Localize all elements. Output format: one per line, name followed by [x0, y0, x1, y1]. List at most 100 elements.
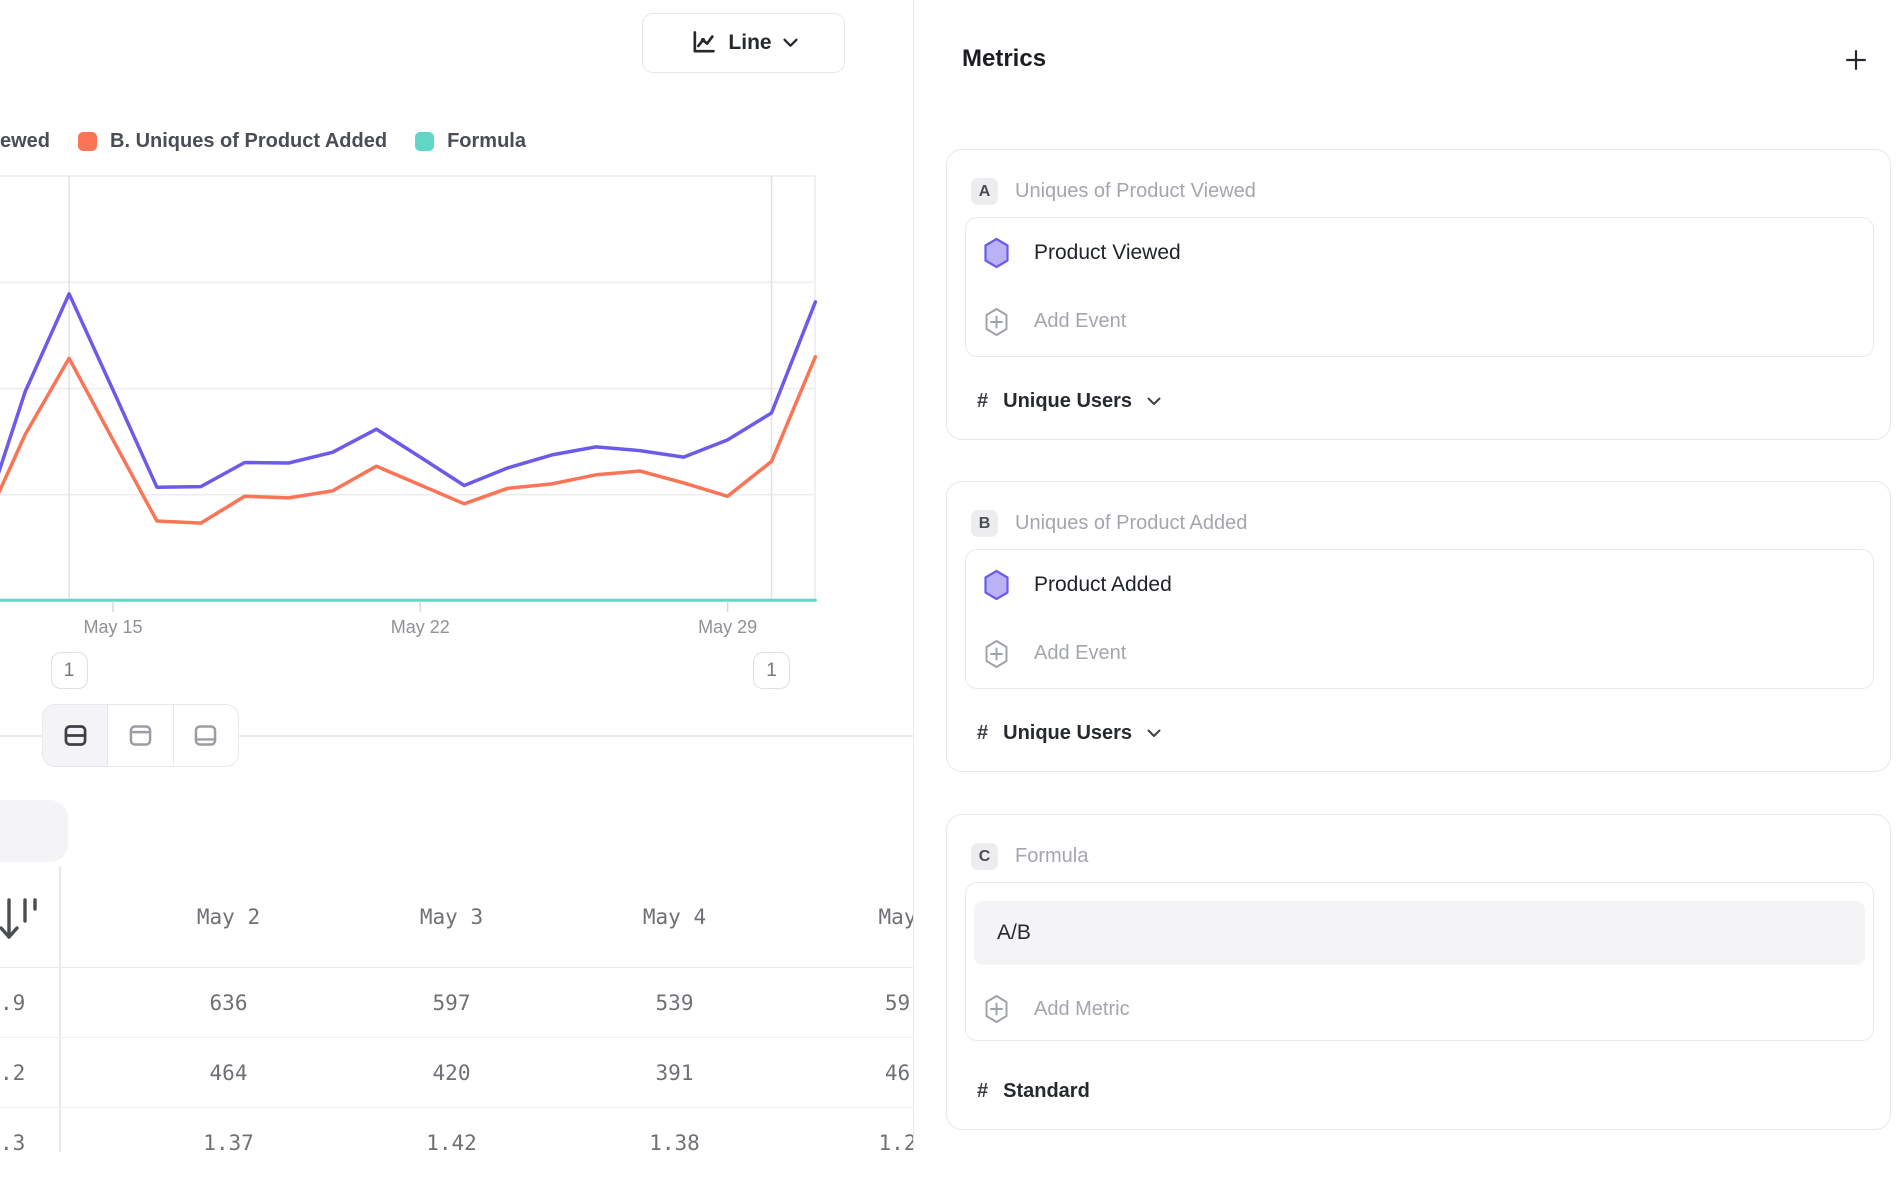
event-hexagon-icon	[984, 569, 1009, 600]
table-tab-pill[interactable]	[0, 800, 68, 862]
add-event-hexagon-plus-icon	[985, 639, 1008, 668]
event-row-product-added[interactable]: Product Added	[966, 550, 1873, 619]
table-column-header[interactable]: May	[878, 904, 917, 929]
formula-value: A/B	[997, 921, 1031, 944]
metric-title: Uniques of Product Viewed	[1015, 180, 1256, 202]
measure-dropdown[interactable]: # Unique Users	[977, 722, 1161, 745]
series-line-b[interactable]	[0, 354, 818, 532]
add-metric-hexagon-plus-icon	[985, 995, 1008, 1023]
table-cell: 539	[655, 990, 694, 1015]
metric-badge-c: C	[971, 843, 998, 870]
series-line-a[interactable]	[0, 292, 818, 526]
table-header-row: May 2 May 3 May 4 May	[0, 866, 916, 968]
measure-label: Standard	[1003, 1080, 1090, 1102]
metrics-panel-title: Metrics	[962, 45, 1047, 72]
event-list: Product Viewed Add Event	[965, 217, 1874, 357]
metric-badge-a: A	[971, 178, 998, 205]
event-hexagon-icon	[984, 237, 1009, 268]
table-cell: 597	[432, 990, 471, 1015]
legend-swatch-coral	[78, 131, 98, 151]
toggle-table-bottom-view[interactable]	[174, 705, 238, 766]
table-row[interactable]: .2 464 420 391 46	[0, 1038, 913, 1108]
hash-icon: #	[977, 1080, 989, 1102]
plus-icon	[1846, 50, 1866, 70]
table-row[interactable]: .3 1.37 1.42 1.38 1.2	[0, 1108, 916, 1178]
data-table: May 2 May 3 May 4 May .9 636 597 539 59 …	[0, 866, 916, 1155]
table-cell: 59	[884, 990, 911, 1015]
line-chart-icon	[693, 31, 716, 53]
hash-icon: #	[977, 390, 989, 412]
add-metric-plus-button[interactable]	[1840, 44, 1872, 76]
row-label-fragment: .2	[0, 1060, 26, 1085]
row-label-fragment: .9	[0, 990, 26, 1015]
view-layout-toggle	[42, 704, 239, 767]
hash-icon: #	[977, 722, 989, 744]
toggle-split-view[interactable]	[43, 705, 109, 766]
table-cell: 391	[655, 1060, 694, 1085]
metric-card-b: B Uniques of Product Added Product Added…	[946, 481, 1891, 772]
legend-label: ewed	[0, 129, 51, 152]
metric-card-c: C Formula A/B Add Metric # Standard	[946, 814, 1891, 1130]
measure-dropdown[interactable]: # Unique Users	[977, 390, 1161, 413]
table-frozen-column-divider	[59, 866, 61, 1152]
metric-title: Formula	[1015, 845, 1089, 867]
table-row[interactable]: .9 636 597 539 59	[0, 968, 913, 1038]
chart-legend: ewed B. Uniques of Product Added Formula	[0, 128, 526, 154]
chart-panel: May 15 May 22 May 29 1 1 Line ewed B. Unique…	[0, 0, 916, 1155]
add-event-row[interactable]: Add Event	[966, 619, 1873, 688]
chevron-down-icon	[1147, 729, 1161, 737]
event-row-product-viewed[interactable]: Product Viewed	[966, 218, 1873, 287]
table-cell: 420	[432, 1060, 471, 1085]
formula-input[interactable]: A/B	[974, 901, 1865, 965]
metric-card-header: B Uniques of Product Added	[971, 510, 1247, 537]
section-divider	[0, 735, 913, 737]
table-cell: 464	[209, 1060, 248, 1085]
chevron-down-icon	[783, 38, 798, 47]
metric-badge-b: B	[971, 510, 998, 537]
add-metric-row[interactable]: Add Metric	[983, 979, 1130, 1039]
table-cell: 1.2	[878, 1131, 917, 1155]
legend-item-b[interactable]: B. Uniques of Product Added	[78, 130, 387, 153]
add-event-hexagon-plus-icon	[985, 307, 1008, 336]
metric-card-header: A Uniques of Product Viewed	[971, 178, 1256, 205]
table-cell: 1.37	[203, 1131, 254, 1155]
line-chart-plot[interactable]	[0, 0, 913, 770]
metrics-panel: Metrics A Uniques of Product Viewed Prod…	[913, 0, 1898, 1152]
metric-card-a: A Uniques of Product Viewed Product View…	[946, 149, 1891, 440]
x-axis-label: May 29	[698, 617, 758, 637]
legend-item-formula[interactable]: Formula	[415, 130, 526, 153]
metric-card-header: C Formula	[971, 843, 1088, 870]
legend-label: B. Uniques of Product Added	[110, 129, 388, 152]
table-column-header[interactable]: May 2	[196, 904, 261, 929]
measure-label: Unique Users	[1003, 390, 1133, 412]
x-axis-label: May 22	[390, 617, 450, 637]
add-event-label: Add Event	[1034, 310, 1127, 332]
row-label-fragment: .3	[0, 1131, 26, 1155]
table-column-header[interactable]: May 4	[642, 904, 707, 929]
add-event-label: Add Event	[1034, 642, 1127, 664]
chart-region: May 15 May 22 May 29 1 1	[0, 0, 913, 770]
table-cell: 1.42	[426, 1131, 477, 1155]
chart-type-dropdown[interactable]: Line	[642, 13, 845, 73]
add-event-row[interactable]: Add Event	[966, 287, 1873, 356]
legend-label: Formula	[447, 129, 526, 152]
event-name: Product Viewed	[1034, 240, 1181, 264]
annotation-badge[interactable]: 1	[753, 652, 790, 689]
table-cell: 46	[884, 1060, 911, 1085]
event-list: Product Added Add Event	[965, 549, 1874, 689]
x-axis-label: May 15	[83, 617, 143, 637]
table-cell: 1.38	[649, 1131, 700, 1155]
formula-block: A/B Add Metric	[965, 882, 1874, 1041]
annotation-badge[interactable]: 1	[50, 652, 88, 689]
legend-swatch-teal	[415, 131, 435, 151]
table-column-header[interactable]: May 3	[419, 904, 484, 929]
metric-title: Uniques of Product Added	[1015, 512, 1248, 534]
sort-descending-icon[interactable]	[0, 895, 40, 947]
chevron-down-icon	[1147, 397, 1161, 405]
chart-type-label: Line	[728, 31, 772, 54]
toggle-table-top-view[interactable]	[108, 705, 174, 766]
legend-item-a-cut[interactable]: ewed	[0, 130, 50, 153]
measure-label: Unique Users	[1003, 722, 1133, 744]
event-name: Product Added	[1034, 572, 1172, 596]
measure-type[interactable]: # Standard	[977, 1080, 1090, 1103]
